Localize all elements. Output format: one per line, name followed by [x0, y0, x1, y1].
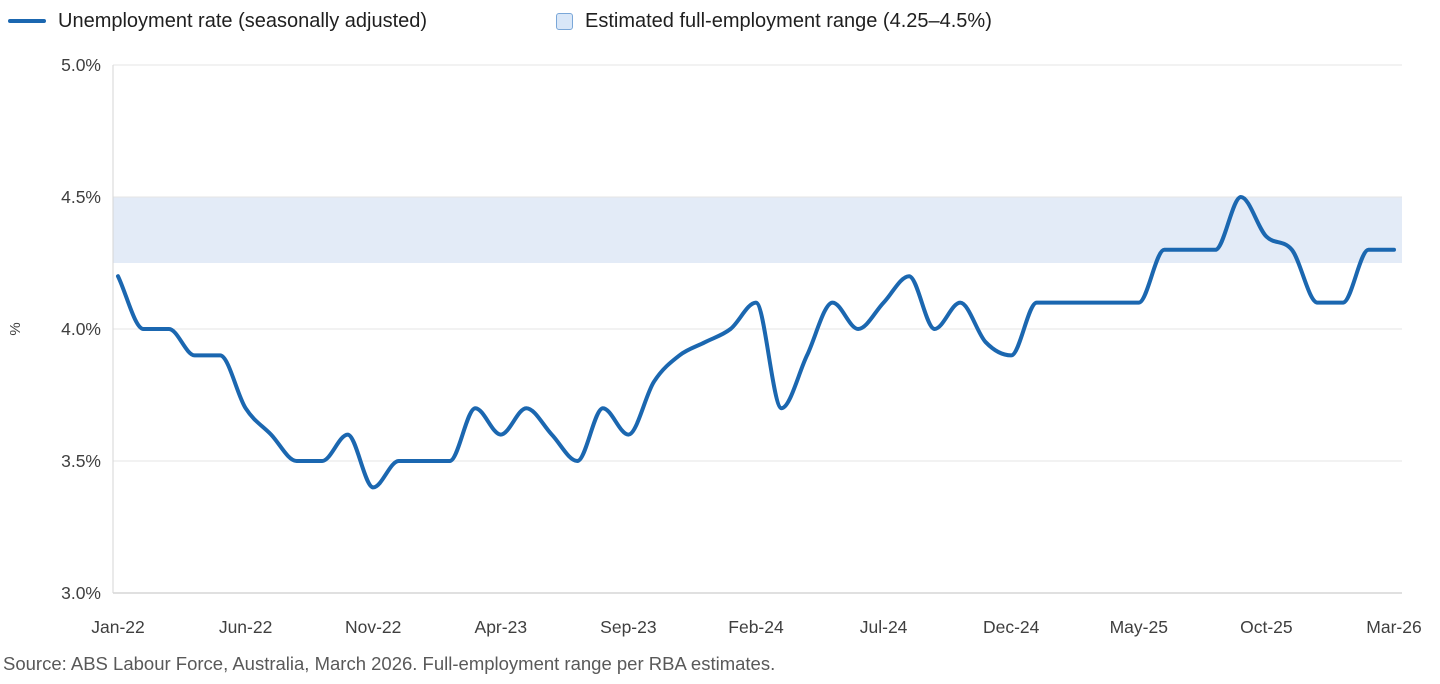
- legend-item-unemployment-rate: Unemployment rate (seasonally adjusted): [8, 4, 427, 38]
- x-tick-label: Apr-23: [475, 617, 528, 637]
- x-tick-label: Dec-24: [983, 617, 1040, 637]
- y-axis-title: %: [7, 322, 24, 335]
- x-tick-label: Sep-23: [600, 617, 656, 637]
- legend-label-full-employment-range: Estimated full-employment range (4.25–4.…: [585, 9, 992, 32]
- line-series-swatch-icon: [8, 19, 46, 23]
- y-tick-label: 3.0%: [61, 583, 101, 603]
- full-employment-band: [113, 197, 1402, 263]
- x-tick-label: Jun-22: [219, 617, 273, 637]
- x-tick-label: Nov-22: [345, 617, 401, 637]
- unemployment-rate-chart: 3.0% 3.5% 4.0% 4.5% 5.0% Jan-22 Jun-22 Nov-22 Ap…: [7, 55, 1422, 637]
- legend-item-full-employment-range: Estimated full-employment range (4.25–4.…: [556, 4, 992, 38]
- x-tick-label: May-25: [1110, 617, 1168, 637]
- x-tick-label: Jul-24: [860, 617, 908, 637]
- x-tick-label: Feb-24: [728, 617, 784, 637]
- band-swatch-icon: [556, 12, 573, 30]
- source-note: Source: ABS Labour Force, Australia, Mar…: [3, 653, 776, 674]
- x-tick-label: Oct-25: [1240, 617, 1293, 637]
- legend-label-unemployment-rate: Unemployment rate (seasonally adjusted): [58, 9, 428, 32]
- x-tick-label: Jan-22: [91, 617, 145, 637]
- unemployment-rate-line: [116, 195, 1396, 490]
- y-tick-label: 3.5%: [61, 451, 101, 471]
- y-tick-label: 5.0%: [61, 55, 101, 75]
- y-tick-label: 4.0%: [61, 319, 101, 339]
- chart-legend: Unemployment rate (seasonally adjusted) …: [0, 4, 1440, 38]
- y-tick-label: 4.5%: [61, 187, 101, 207]
- x-tick-label: Mar-26: [1366, 617, 1421, 637]
